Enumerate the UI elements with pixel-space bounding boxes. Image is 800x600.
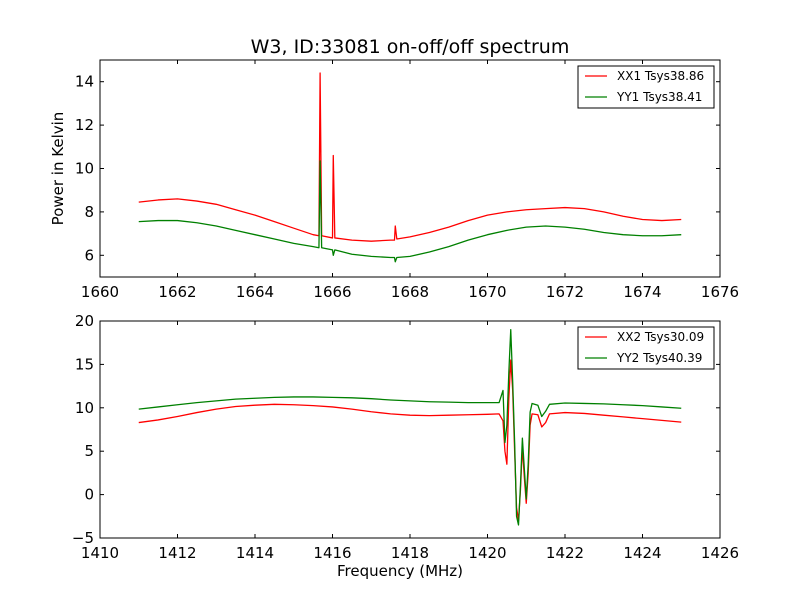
x-tick-label: 1660 bbox=[81, 283, 119, 301]
series-line-1-1 bbox=[138, 72, 682, 242]
x-tick-label: 1414 bbox=[236, 544, 274, 562]
x-tick-label: 1666 bbox=[313, 283, 351, 301]
y-axis-label: Power in Kelvin bbox=[49, 112, 67, 226]
x-tick-label: 1416 bbox=[313, 544, 351, 562]
legend-entry-label: XX1 Tsys38.86 bbox=[617, 69, 704, 83]
x-tick-label: 1668 bbox=[391, 283, 429, 301]
y-tick-label: 15 bbox=[75, 355, 94, 373]
y-tick-label: 8 bbox=[84, 203, 94, 221]
x-tick-label: 1662 bbox=[158, 283, 196, 301]
x-axis-label: Frequency (MHz) bbox=[337, 562, 463, 580]
y-tick-label: 12 bbox=[75, 116, 94, 134]
y-tick-label: 0 bbox=[84, 486, 94, 504]
x-tick-label: 1420 bbox=[468, 544, 506, 562]
y-tick-label: −5 bbox=[72, 529, 94, 547]
x-tick-label: 1676 bbox=[701, 283, 739, 301]
y-tick-label: 10 bbox=[75, 160, 94, 178]
y-tick-label: 14 bbox=[75, 73, 94, 91]
legend-box bbox=[577, 65, 715, 109]
x-tick-label: 1674 bbox=[623, 283, 661, 301]
x-tick-label: 1424 bbox=[623, 544, 661, 562]
series-line-2-2 bbox=[138, 329, 682, 526]
x-tick-label: 1664 bbox=[236, 283, 274, 301]
x-tick-label: 1426 bbox=[701, 544, 739, 562]
y-tick-label: 10 bbox=[75, 399, 94, 417]
legend-box bbox=[577, 326, 715, 370]
chart-title: W3, ID:33081 on-off/off spectrum bbox=[251, 36, 570, 58]
series-line-1-2 bbox=[138, 160, 682, 263]
x-tick-label: 1422 bbox=[546, 544, 584, 562]
x-tick-label: 1670 bbox=[468, 283, 506, 301]
y-tick-label: 6 bbox=[84, 246, 94, 264]
legend-entry-label: XX2 Tsys30.09 bbox=[617, 330, 704, 344]
legend-entry-label: YY2 Tsys40.39 bbox=[616, 351, 702, 365]
legend: XX2 Tsys30.09 YY2 Tsys40.39 bbox=[577, 326, 715, 370]
x-tick-label: 1412 bbox=[158, 544, 196, 562]
x-tick-label: 1410 bbox=[81, 544, 119, 562]
series-line-2-1 bbox=[138, 359, 682, 522]
bottom-panel: 1410 1412 1414 1416 1418 1420 1422 1424 1426 −5 0 5… bbox=[72, 312, 739, 580]
x-tick-label: 1418 bbox=[391, 544, 429, 562]
legend: XX1 Tsys38.86 YY1 Tsys38.41 bbox=[577, 65, 715, 109]
y-tick-label: 5 bbox=[84, 442, 94, 460]
legend-entry-label: YY1 Tsys38.41 bbox=[616, 90, 702, 104]
x-tick-label: 1672 bbox=[546, 283, 584, 301]
top-panel: 1660 1662 1664 1666 1668 1670 1672 1674 1676 6 8 10… bbox=[49, 59, 739, 301]
y-tick-label: 20 bbox=[75, 312, 94, 330]
